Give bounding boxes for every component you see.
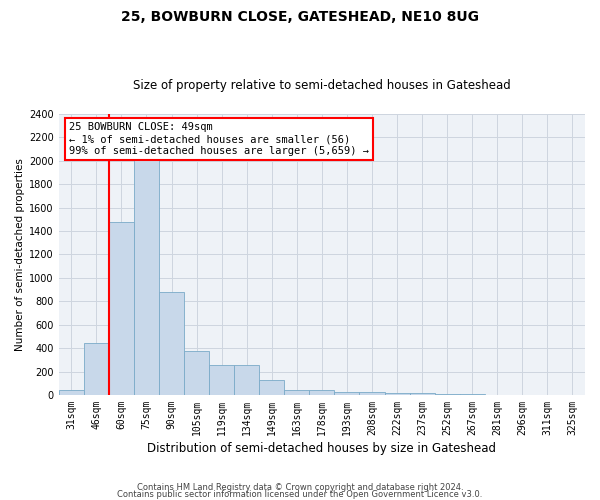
Bar [334,392,359,395]
Bar [284,390,310,395]
Bar [159,292,184,395]
X-axis label: Distribution of semi-detached houses by size in Gateshead: Distribution of semi-detached houses by … [148,442,496,455]
Text: Contains HM Land Registry data © Crown copyright and database right 2024.: Contains HM Land Registry data © Crown c… [137,484,463,492]
Bar [134,160,159,395]
Bar [209,365,234,395]
Bar [310,390,334,395]
Text: Contains public sector information licensed under the Open Government Licence v3: Contains public sector information licen… [118,490,482,499]
Title: Size of property relative to semi-detached houses in Gateshead: Size of property relative to semi-detach… [133,79,511,92]
Bar [184,351,209,395]
Bar [259,380,284,395]
Bar [460,394,485,395]
Bar [234,365,259,395]
Bar [84,344,109,395]
Text: 25 BOWBURN CLOSE: 49sqm
← 1% of semi-detached houses are smaller (56)
99% of sem: 25 BOWBURN CLOSE: 49sqm ← 1% of semi-det… [70,122,370,156]
Bar [59,390,84,395]
Bar [359,392,385,395]
Text: 25, BOWBURN CLOSE, GATESHEAD, NE10 8UG: 25, BOWBURN CLOSE, GATESHEAD, NE10 8UG [121,10,479,24]
Bar [434,394,460,395]
Y-axis label: Number of semi-detached properties: Number of semi-detached properties [15,158,25,351]
Bar [109,222,134,395]
Bar [410,394,434,395]
Bar [385,393,410,395]
